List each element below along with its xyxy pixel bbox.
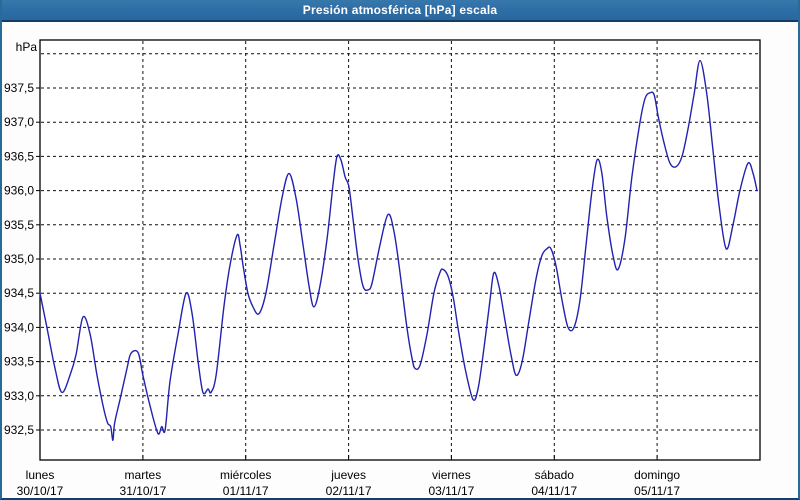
x-tick-day-label: domingo xyxy=(634,468,680,482)
x-tick-date-label: 01/11/17 xyxy=(223,484,269,498)
x-tick-day-label: lunes xyxy=(26,468,55,482)
chart-svg: 937,5 937,0 936,5 936,0 935,5 935,0 934,5 934,0… xyxy=(4,39,761,498)
x-tick-day-label: sábado xyxy=(535,468,575,482)
y-tick-label: 935,0 xyxy=(4,252,34,266)
chart-region: 937,5 937,0 936,5 936,0 935,5 935,0 934,5 934,0… xyxy=(2,22,798,498)
x-tick-date-label: 30/10/17 xyxy=(17,484,64,498)
y-tick-label: 935,5 xyxy=(4,218,34,232)
y-tick-label: 936,0 xyxy=(4,184,34,198)
x-tick-date-label: 02/11/17 xyxy=(326,484,372,498)
x-tick-day-label: miércoles xyxy=(220,468,271,482)
y-tick-label: 937,5 xyxy=(4,81,34,95)
chart-title: Presión atmosférica [hPa] escala xyxy=(302,3,498,17)
x-tick-day-label: viernes xyxy=(432,468,471,482)
y-axis-unit-label: hPa xyxy=(16,40,38,54)
plot-background xyxy=(40,40,760,460)
x-tick-day-label: jueves xyxy=(330,468,366,482)
y-tick-label: 937,0 xyxy=(4,115,34,129)
x-tick-date-label: 03/11/17 xyxy=(428,484,474,498)
pressure-line xyxy=(39,59,758,442)
x-tick-day-label: martes xyxy=(125,468,162,482)
y-tick-label: 934,5 xyxy=(4,286,34,300)
chart-titlebar: Presión atmosférica [hPa] escala xyxy=(2,0,798,22)
x-tick-date-label: 04/11/17 xyxy=(531,484,577,498)
y-tick-label: 933,0 xyxy=(4,389,34,403)
y-tick-label: 933,5 xyxy=(4,355,34,369)
plot-border xyxy=(39,39,761,461)
x-tick-date-label: 31/10/17 xyxy=(120,484,167,498)
y-tick-label: 932,5 xyxy=(4,423,34,437)
y-tick-label: 936,5 xyxy=(4,149,34,163)
x-tick-date-label: 05/11/17 xyxy=(634,484,680,498)
y-tick-label: 934,0 xyxy=(4,320,34,334)
